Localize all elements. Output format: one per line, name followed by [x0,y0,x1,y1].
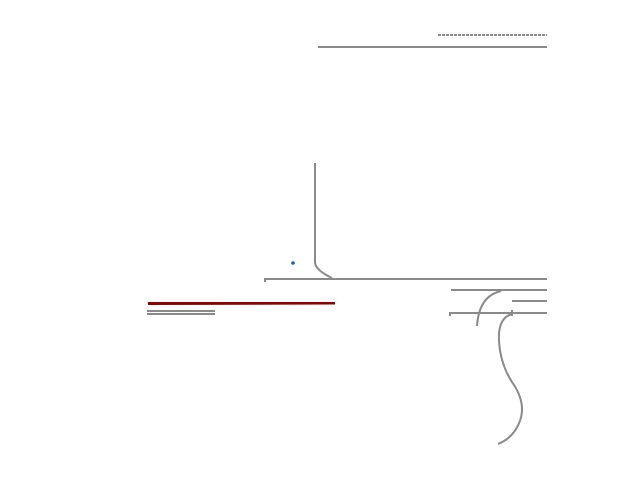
track [449,312,547,316]
track-highlight [148,302,335,305]
track [476,290,502,327]
track [497,313,523,445]
marker [291,261,295,265]
track [314,163,333,279]
track [264,278,333,282]
